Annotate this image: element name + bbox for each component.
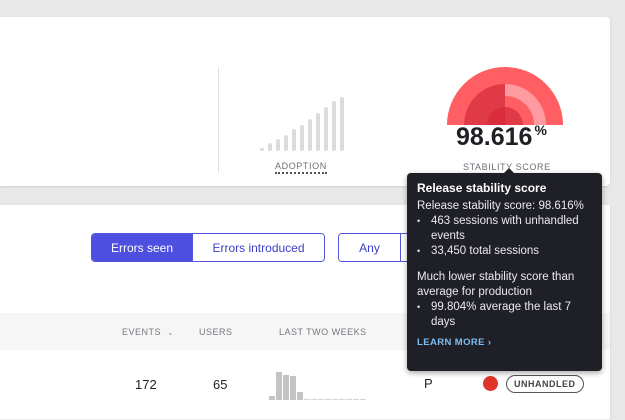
sparkline-bar [332,399,338,400]
stability-score-value: 98.616% [456,122,547,151]
sparkline-bar [318,399,324,400]
adoption-metric: ADOPTION [250,97,360,177]
chevron-down-icon: ⌄ [167,328,175,337]
tooltip-title: Release stability score [417,181,547,195]
sparkline-bar [297,392,303,400]
severity-dot-icon [483,376,498,391]
tooltip-comparison: Much lower stability score than average … [417,271,575,298]
tooltip-comparison-list: 99.804% average the last 7 days [417,300,592,330]
sparkline-bar [346,399,352,400]
adoption-bar [284,135,288,151]
sparkline-bar [290,376,296,400]
adoption-bar [308,119,312,151]
users-count: 65 [213,377,228,392]
error-mode-toggle: Errors seen Errors introduced [91,233,325,262]
divider [218,67,219,173]
stage-indicator: P [424,376,433,391]
sparkline-bar [353,399,359,400]
column-events[interactable]: EVENTS ⌄ [122,327,175,337]
learn-more-link[interactable]: LEARN MORE › [417,337,492,348]
sparkline-bar [283,375,289,400]
sparkline-bar [360,399,366,400]
sparkline-bar [339,399,345,400]
adoption-label[interactable]: ADOPTION [275,161,327,174]
unhandled-badge: UNHANDLED [506,375,584,393]
errors-introduced-button[interactable]: Errors introduced [192,234,324,261]
stability-metric: 98.616% STABILITY SCORE [440,67,570,177]
adoption-bar [292,129,296,151]
tooltip-session-list: 463 sessions with unhandled events 33,45… [417,214,592,259]
sparkline-bar [325,399,331,400]
adoption-bar [300,125,304,151]
errors-seen-button[interactable]: Errors seen [92,234,192,261]
adoption-bar [340,97,344,151]
release-summary-card: ADOPTION 98.616% STABILITY SCORE [0,17,610,186]
adoption-bar [324,107,328,151]
column-users[interactable]: USERS [199,327,233,337]
column-last-two-weeks: LAST TWO WEEKS [279,327,367,337]
list-item: 33,450 total sessions [417,244,592,259]
sparkline-chart [269,370,366,400]
adoption-bar [316,113,320,151]
adoption-bar-chart [260,97,344,151]
stability-tooltip: Release stability score Release stabilit… [407,168,602,371]
adoption-bar [332,101,336,151]
sparkline-bar [269,396,275,400]
tooltip-summary: Release stability score: 98.616% [417,200,584,212]
adoption-bar [276,139,280,151]
list-item: 463 sessions with unhandled events [417,214,592,244]
list-item: 99.804% average the last 7 days [417,300,592,330]
adoption-bar [268,143,272,151]
sparkline-bar [311,399,317,400]
stability-gauge-icon [447,67,563,125]
adoption-bar [260,148,264,151]
any-button[interactable]: Any [339,234,401,261]
events-count: 172 [135,377,157,392]
sparkline-bar [276,372,282,400]
sparkline-bar [304,399,310,400]
